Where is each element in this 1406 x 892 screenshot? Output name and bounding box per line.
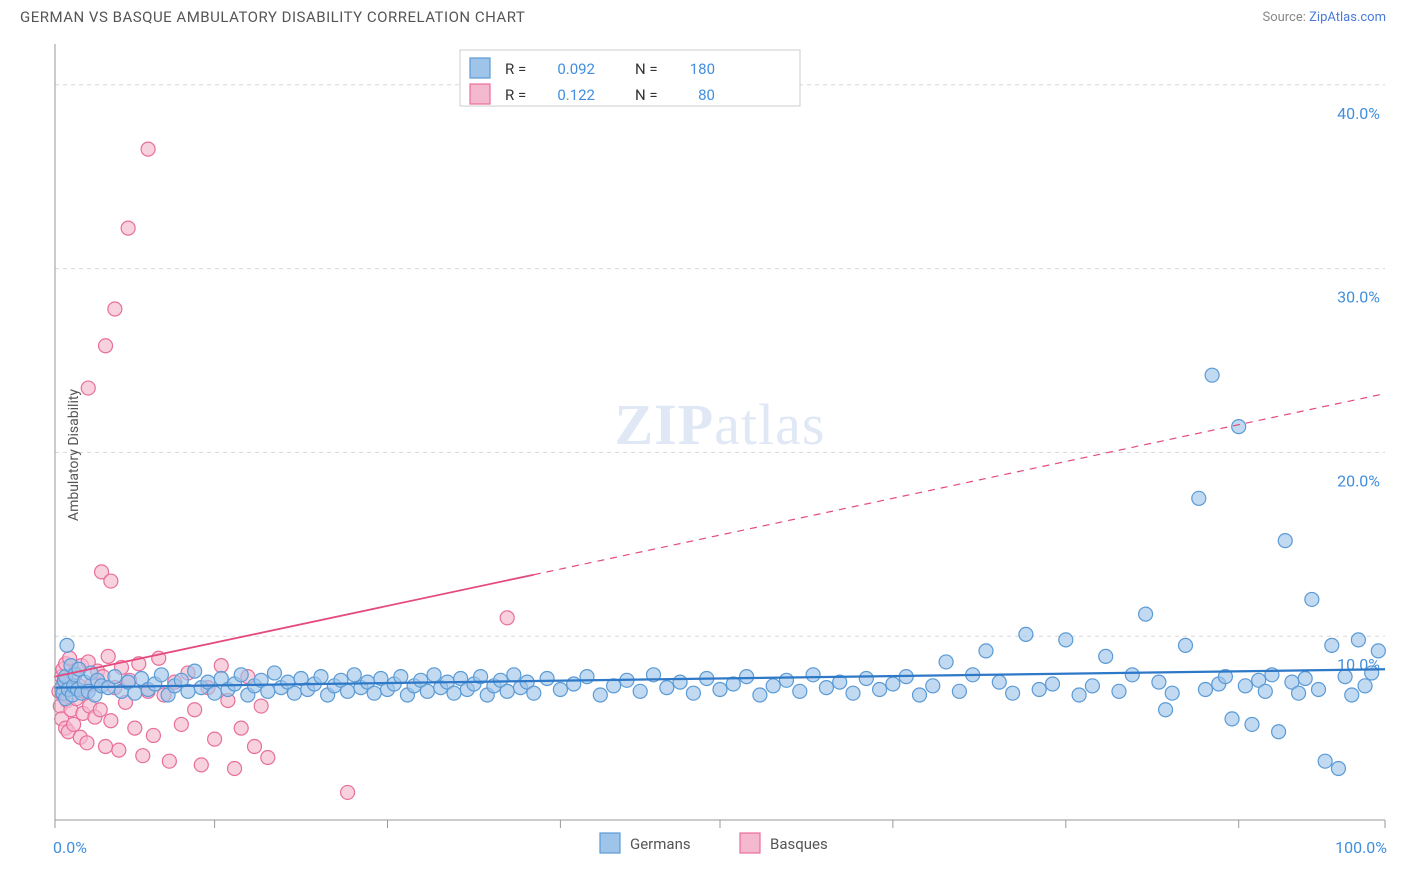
- svg-text:0.092: 0.092: [557, 60, 595, 78]
- chart-header: GERMAN VS BASQUE AMBULATORY DISABILITY C…: [0, 0, 1406, 30]
- svg-text:20.0%: 20.0%: [1337, 471, 1380, 490]
- svg-text:N =: N =: [635, 86, 658, 104]
- svg-text:R =: R =: [505, 86, 526, 104]
- svg-text:R =: R =: [505, 60, 526, 78]
- svg-text:30.0%: 30.0%: [1337, 288, 1380, 307]
- source-link[interactable]: ZipAtlas.com: [1309, 10, 1386, 25]
- svg-text:Germans: Germans: [630, 835, 691, 853]
- chart-container: Ambulatory Disability 10.0%20.0%30.0%40.…: [0, 30, 1406, 880]
- svg-text:0.122: 0.122: [557, 86, 595, 104]
- source-label: Source: ZipAtlas.com: [1262, 10, 1386, 25]
- svg-text:180: 180: [690, 60, 715, 78]
- svg-text:100.0%: 100.0%: [1335, 838, 1387, 857]
- svg-text:Basques: Basques: [770, 835, 828, 853]
- svg-text:0.0%: 0.0%: [53, 838, 87, 857]
- svg-text:40.0%: 40.0%: [1337, 104, 1380, 123]
- y-axis-label: Ambulatory Disability: [66, 389, 82, 521]
- svg-text:N =: N =: [635, 60, 658, 78]
- chart-title: GERMAN VS BASQUE AMBULATORY DISABILITY C…: [20, 8, 525, 26]
- svg-text:80: 80: [698, 86, 715, 104]
- scatter-chart: 10.0%20.0%30.0%40.0%ZIPatlas0.0%100.0%R …: [0, 30, 1406, 880]
- svg-text:ZIPatlas: ZIPatlas: [615, 392, 826, 457]
